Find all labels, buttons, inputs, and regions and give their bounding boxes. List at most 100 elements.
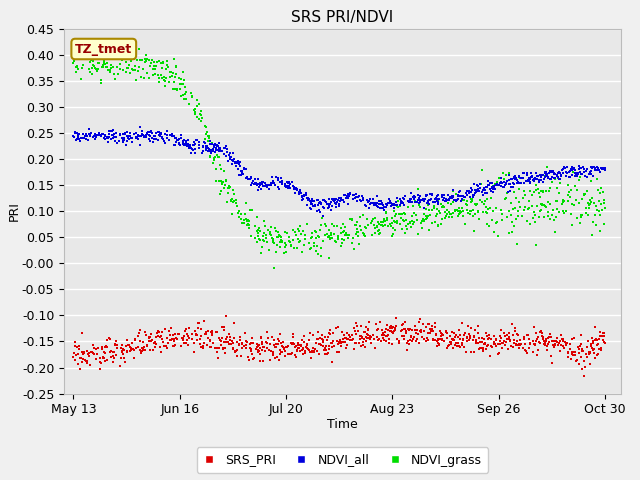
Point [596, 332, 607, 340]
Point [597, 164, 607, 172]
Point [403, 197, 413, 204]
Point [435, 210, 445, 217]
Point [494, 180, 504, 187]
Point [246, 347, 256, 355]
Point [384, 195, 394, 203]
Point [461, 206, 472, 214]
Point [228, 186, 238, 194]
Point [113, 71, 123, 78]
Point [404, 198, 415, 206]
Point [92, 54, 102, 62]
Point [122, 128, 132, 136]
Point [252, 227, 262, 235]
Point [311, 247, 321, 255]
Point [395, 202, 405, 210]
Point [468, 192, 479, 199]
Point [278, 249, 289, 256]
Point [529, 176, 539, 183]
Point [553, 174, 563, 181]
Point [124, 135, 134, 143]
Point [245, 206, 255, 214]
Point [268, 348, 278, 356]
Point [402, 347, 412, 354]
Point [89, 132, 99, 140]
Point [503, 345, 513, 353]
Point [364, 336, 374, 343]
Point [447, 328, 457, 336]
Point [477, 334, 487, 342]
Point [376, 200, 386, 207]
Point [407, 217, 417, 225]
Point [362, 196, 372, 204]
Point [434, 208, 444, 216]
Point [424, 201, 434, 208]
Point [574, 165, 584, 173]
Point [214, 148, 224, 156]
Point [376, 218, 386, 226]
Point [360, 328, 370, 336]
Point [478, 345, 488, 352]
Point [293, 339, 303, 347]
Point [538, 187, 548, 194]
Point [588, 339, 598, 347]
Point [141, 130, 152, 138]
Point [322, 350, 332, 358]
Point [378, 222, 388, 230]
Point [110, 137, 120, 145]
Point [116, 344, 126, 352]
Point [515, 180, 525, 187]
Point [358, 229, 369, 237]
Point [541, 172, 552, 180]
Point [319, 347, 329, 354]
Point [525, 339, 535, 347]
Point [353, 327, 364, 335]
Point [211, 328, 221, 336]
Point [367, 331, 378, 339]
Point [166, 132, 177, 140]
Point [497, 180, 507, 187]
Point [567, 166, 577, 174]
Point [222, 148, 232, 156]
Point [289, 340, 299, 348]
Point [560, 338, 570, 346]
Point [411, 337, 421, 345]
Point [337, 235, 348, 243]
Point [106, 49, 116, 57]
Point [152, 59, 162, 66]
Point [556, 171, 566, 179]
Point [109, 70, 119, 78]
Point [159, 76, 169, 84]
Point [179, 339, 189, 347]
Point [353, 323, 363, 330]
Point [542, 170, 552, 178]
Point [376, 204, 387, 212]
Point [452, 206, 462, 214]
Point [259, 181, 269, 189]
Point [397, 225, 408, 233]
Point [111, 336, 121, 344]
Point [135, 56, 145, 64]
Point [381, 325, 391, 333]
Point [513, 207, 523, 215]
Point [379, 331, 389, 339]
Point [348, 234, 358, 242]
Point [440, 208, 450, 216]
Point [172, 86, 182, 94]
Point [541, 336, 551, 343]
Point [516, 340, 526, 348]
Point [451, 197, 461, 205]
Point [221, 312, 232, 320]
Point [253, 186, 263, 194]
Point [433, 196, 443, 204]
Point [187, 336, 197, 343]
Point [497, 339, 507, 347]
Point [524, 344, 534, 351]
Point [273, 233, 284, 241]
Point [241, 165, 251, 173]
Point [268, 238, 278, 246]
Point [570, 166, 580, 174]
Point [585, 200, 595, 207]
Point [211, 144, 221, 152]
Point [431, 212, 441, 220]
Point [511, 175, 521, 182]
